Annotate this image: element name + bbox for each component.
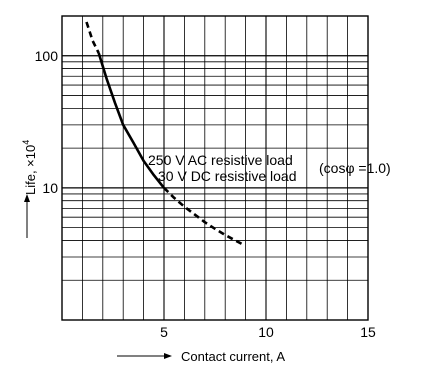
y-axis-label: Life, ×104	[21, 140, 38, 195]
x-axis-label: Contact current, A	[181, 349, 285, 364]
annotation-ac-load: 250 V AC resistive load	[148, 152, 293, 168]
y-axis-label-exponent: 4	[21, 140, 31, 145]
curve-segment-dashed-0	[85, 21, 100, 54]
y-axis-label-group: Life, ×104	[21, 140, 38, 195]
y-tick-label: 10	[42, 180, 58, 196]
y-tick-labels: 10 100	[35, 48, 59, 196]
x-tick-label: 10	[258, 324, 274, 340]
y-axis-arrow-icon	[24, 194, 30, 202]
annotation-cosphi: (cosφ =1.0)	[319, 160, 391, 176]
plot-frame	[61, 15, 369, 321]
x-tick-labels: 5 10 15	[160, 324, 376, 340]
y-tick-label: 100	[35, 48, 59, 64]
curve-segment-solid-1	[97, 52, 166, 189]
curve-group	[85, 21, 245, 247]
curve-segment-dashed-2	[163, 186, 245, 247]
x-tick-label: 15	[360, 324, 376, 340]
x-tick-label: 5	[160, 324, 168, 340]
x-axis-arrow-icon	[164, 353, 172, 359]
annotation-dc-load: 30 V DC resistive load	[158, 168, 297, 184]
y-axis-label-text: Life, ×10	[23, 145, 38, 195]
x-axis-label-group: Contact current, A	[117, 349, 285, 364]
